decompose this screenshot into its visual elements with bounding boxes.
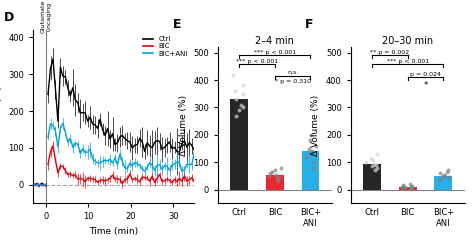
Point	[232, 97, 239, 101]
Point	[407, 182, 414, 186]
Point	[400, 184, 408, 187]
Point	[229, 73, 237, 77]
Y-axis label: Δ Volume (%): Δ Volume (%)	[311, 95, 320, 156]
Point	[369, 157, 377, 161]
Point	[306, 152, 313, 156]
Point	[236, 108, 243, 112]
Point	[268, 170, 276, 174]
Point	[374, 152, 381, 156]
Point	[231, 89, 239, 93]
Text: Glutamate
uncaging: Glutamate uncaging	[40, 0, 51, 33]
Point	[274, 180, 282, 184]
Point	[408, 186, 415, 189]
Bar	[363, 164, 381, 190]
Point	[408, 184, 416, 188]
Legend: Ctrl, BIC, BIC+ANI: Ctrl, BIC, BIC+ANI	[140, 33, 191, 60]
X-axis label: Time (min): Time (min)	[89, 227, 138, 236]
Text: *** p < 0.001: *** p < 0.001	[254, 50, 296, 55]
Point	[445, 175, 453, 179]
Point	[275, 175, 283, 179]
Point	[440, 173, 448, 177]
Title: 2–4 min: 2–4 min	[255, 36, 294, 46]
Text: *: *	[423, 81, 428, 90]
Bar	[301, 151, 319, 190]
Point	[368, 164, 376, 168]
Point	[271, 168, 279, 172]
Text: ** p = 0.002: ** p = 0.002	[370, 50, 410, 55]
Bar	[230, 99, 248, 190]
Point	[309, 166, 317, 170]
Point	[436, 177, 444, 181]
Point	[266, 171, 273, 175]
Point	[312, 144, 319, 148]
Point	[232, 114, 240, 118]
Point	[373, 163, 380, 167]
Point	[307, 133, 315, 137]
Point	[310, 160, 317, 164]
Point	[237, 103, 245, 107]
Point	[265, 174, 273, 178]
Bar	[434, 176, 452, 190]
Text: E: E	[173, 18, 181, 31]
Text: * p = 0.310: * p = 0.310	[275, 79, 310, 84]
Point	[277, 166, 284, 170]
Bar	[266, 175, 284, 190]
Point	[239, 92, 246, 96]
Point	[441, 175, 449, 179]
Y-axis label: Δ Volume (%): Δ Volume (%)	[179, 95, 188, 156]
Point	[398, 185, 405, 189]
Point	[371, 168, 378, 172]
Point	[401, 186, 409, 190]
Point	[399, 183, 407, 187]
Text: F: F	[305, 18, 314, 31]
Point	[435, 180, 443, 184]
Text: p = 0.024: p = 0.024	[410, 72, 441, 77]
Text: *** p < 0.001: *** p < 0.001	[387, 59, 428, 63]
Text: *** p < 0.001: *** p < 0.001	[236, 59, 278, 63]
Point	[302, 155, 310, 159]
Text: n.s.: n.s.	[287, 70, 298, 75]
Point	[436, 171, 444, 175]
Point	[308, 149, 316, 153]
Bar	[399, 187, 417, 190]
Point	[362, 160, 370, 164]
Point	[239, 84, 246, 88]
Y-axis label: Δ Volume (%): Δ Volume (%)	[0, 86, 3, 147]
Title: 20–30 min: 20–30 min	[382, 36, 433, 46]
Point	[439, 174, 447, 178]
Point	[273, 177, 281, 181]
Point	[306, 138, 313, 142]
Point	[305, 147, 313, 151]
Point	[370, 162, 378, 166]
Text: D: D	[4, 11, 14, 24]
Point	[444, 168, 452, 172]
Point	[374, 166, 381, 170]
Point	[407, 187, 415, 191]
Point	[367, 156, 374, 160]
Point	[239, 105, 246, 109]
Point	[443, 170, 450, 174]
Point	[407, 186, 415, 190]
Point	[273, 173, 280, 177]
